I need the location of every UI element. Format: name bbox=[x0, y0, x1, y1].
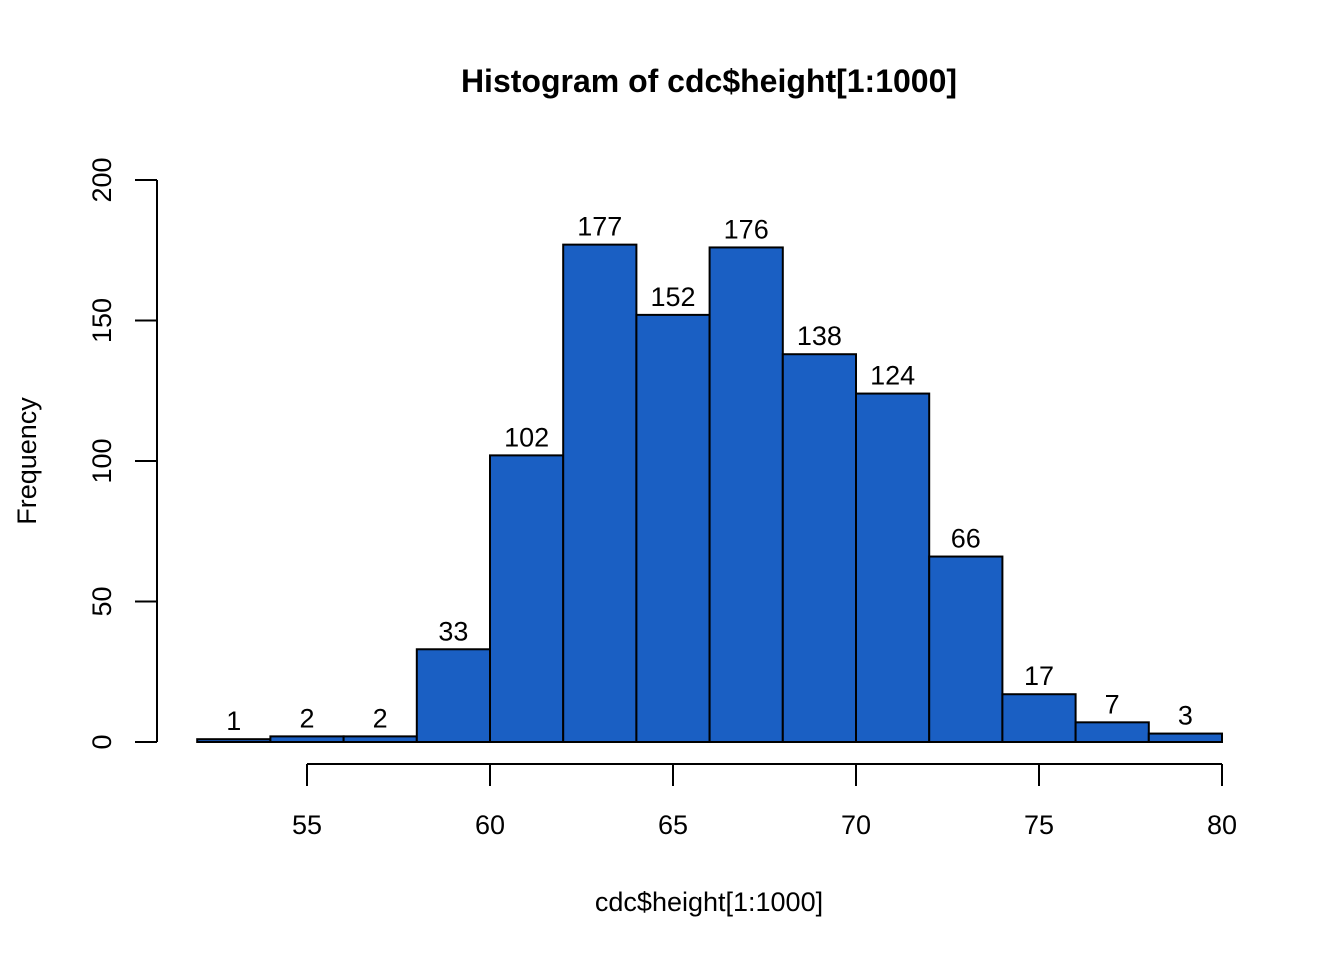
histogram-bar-13 bbox=[1147, 732, 1224, 744]
bar-value-label-13: 3 bbox=[1178, 701, 1193, 731]
histogram-bar-10 bbox=[928, 555, 1004, 743]
bar-value-label-8: 138 bbox=[797, 321, 842, 351]
bar-value-label-12: 7 bbox=[1105, 689, 1120, 719]
y-axis-label: Frequency bbox=[12, 397, 42, 525]
histogram-bar-9 bbox=[855, 392, 931, 743]
bar-value-label-4: 102 bbox=[504, 422, 549, 452]
bar-value-label-0: 1 bbox=[226, 706, 241, 736]
histogram-bar-0 bbox=[196, 738, 272, 744]
x-tick-label-0: 55 bbox=[292, 810, 322, 840]
x-tick-label-2: 65 bbox=[658, 810, 688, 840]
bar-value-label-9: 124 bbox=[870, 361, 915, 391]
x-tick-label-3: 70 bbox=[841, 810, 871, 840]
histogram-bar-8 bbox=[781, 353, 857, 743]
y-tick-label-3: 150 bbox=[87, 298, 117, 343]
histogram-bar-6 bbox=[635, 313, 711, 743]
bar-value-label-11: 17 bbox=[1024, 661, 1054, 691]
y-tick-label-2: 100 bbox=[87, 438, 117, 483]
bar-value-label-7: 176 bbox=[724, 214, 769, 244]
bar-value-label-3: 33 bbox=[438, 616, 468, 646]
x-axis: 55 60 65 70 75 80 bbox=[292, 763, 1237, 840]
y-axis: 0 50 100 150 200 bbox=[87, 157, 158, 750]
y-tick-label-0: 0 bbox=[87, 734, 117, 749]
histogram-bar-5 bbox=[562, 243, 638, 743]
histogram-bar-12 bbox=[1074, 721, 1150, 744]
histogram-bar-1 bbox=[269, 735, 345, 744]
histogram-bar-4 bbox=[489, 454, 565, 743]
bar-value-label-6: 152 bbox=[650, 282, 695, 312]
bars-group bbox=[196, 243, 1224, 744]
chart-title: Histogram of cdc$height[1:1000] bbox=[461, 63, 957, 99]
x-tick-label-4: 75 bbox=[1024, 810, 1054, 840]
x-tick-label-5: 80 bbox=[1207, 810, 1237, 840]
bar-value-label-2: 2 bbox=[373, 703, 388, 733]
histogram-bar-3 bbox=[415, 648, 491, 744]
y-tick-label-4: 200 bbox=[87, 157, 117, 202]
bar-value-label-10: 66 bbox=[951, 524, 981, 554]
x-axis-label: cdc$height[1:1000] bbox=[595, 887, 823, 917]
histogram-bar-7 bbox=[708, 246, 784, 743]
histogram-bar-11 bbox=[1001, 693, 1077, 743]
y-tick-label-1: 50 bbox=[87, 586, 117, 616]
bar-value-label-5: 177 bbox=[577, 212, 622, 242]
bar-value-label-1: 2 bbox=[299, 703, 314, 733]
x-tick-label-1: 60 bbox=[475, 810, 505, 840]
histogram-bar-2 bbox=[342, 735, 418, 744]
